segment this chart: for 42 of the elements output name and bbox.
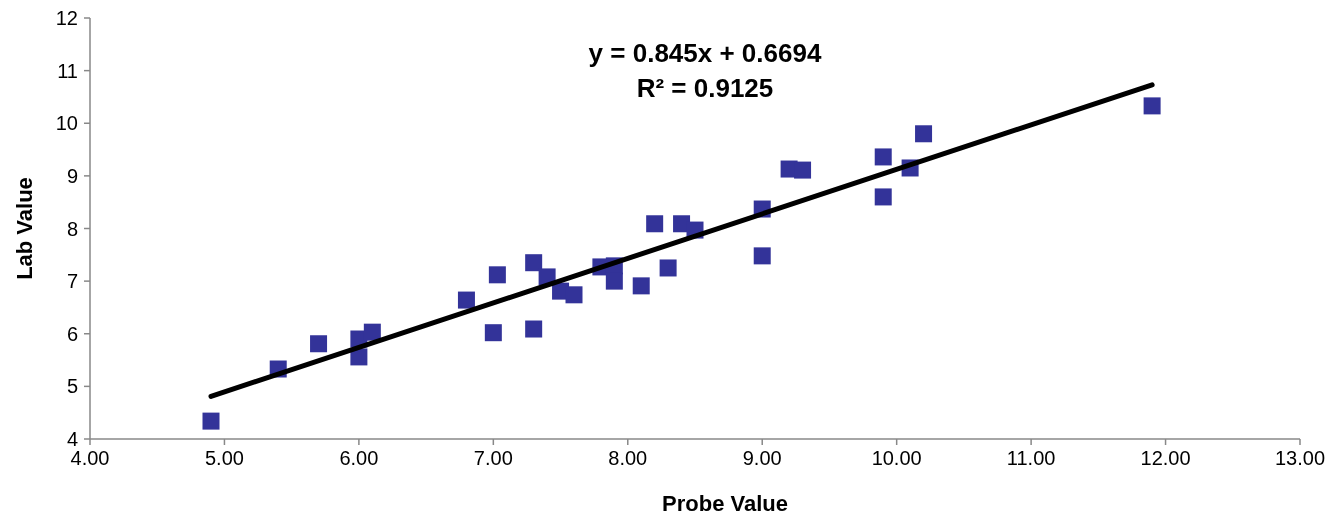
y-tick-label: 11 xyxy=(57,59,78,82)
point xyxy=(310,335,328,353)
point xyxy=(632,277,650,295)
point xyxy=(525,254,543,272)
point xyxy=(605,272,623,290)
x-tick-label: 12.00 xyxy=(1140,447,1191,469)
point xyxy=(753,247,771,265)
point xyxy=(525,320,543,338)
point xyxy=(659,259,677,277)
y-tick-label: 4 xyxy=(66,428,78,450)
x-tick-label: 8.00 xyxy=(608,447,648,469)
y-tick-label: 10 xyxy=(55,112,78,135)
point xyxy=(363,323,381,341)
annotation: y = 0.845x + 0.6694 xyxy=(588,38,822,68)
y-tick-label: 12 xyxy=(55,7,78,29)
point xyxy=(794,161,812,179)
x-tick-label: 10.00 xyxy=(871,447,922,469)
y-tick-label: 5 xyxy=(66,375,78,398)
y-tick-label: 6 xyxy=(66,322,78,345)
x-tick-label: 7.00 xyxy=(473,447,513,469)
y-tick-label: 8 xyxy=(66,217,78,240)
point xyxy=(646,215,664,233)
y-tick-label: 7 xyxy=(66,270,78,293)
y-axis-title: Lab Value xyxy=(12,177,37,280)
point xyxy=(457,291,475,309)
point xyxy=(565,286,583,304)
point xyxy=(484,324,502,342)
annotation: R² = 0.9125 xyxy=(636,73,774,103)
y-tick-label: 9 xyxy=(66,164,78,187)
point xyxy=(488,266,506,284)
x-tick-label: 9.00 xyxy=(742,447,782,469)
x-tick-label: 11.00 xyxy=(1006,447,1056,469)
point xyxy=(202,412,220,430)
x-tick-label: 13.00 xyxy=(1274,447,1326,469)
x-axis-title: Probe Value xyxy=(662,491,788,516)
point xyxy=(915,125,933,143)
x-tick-label: 6.00 xyxy=(339,447,379,469)
point xyxy=(874,188,892,206)
x-tick-label: 5.00 xyxy=(204,447,244,469)
x-tick-label: 4.00 xyxy=(70,447,110,469)
point xyxy=(1143,97,1161,115)
point xyxy=(874,148,892,166)
